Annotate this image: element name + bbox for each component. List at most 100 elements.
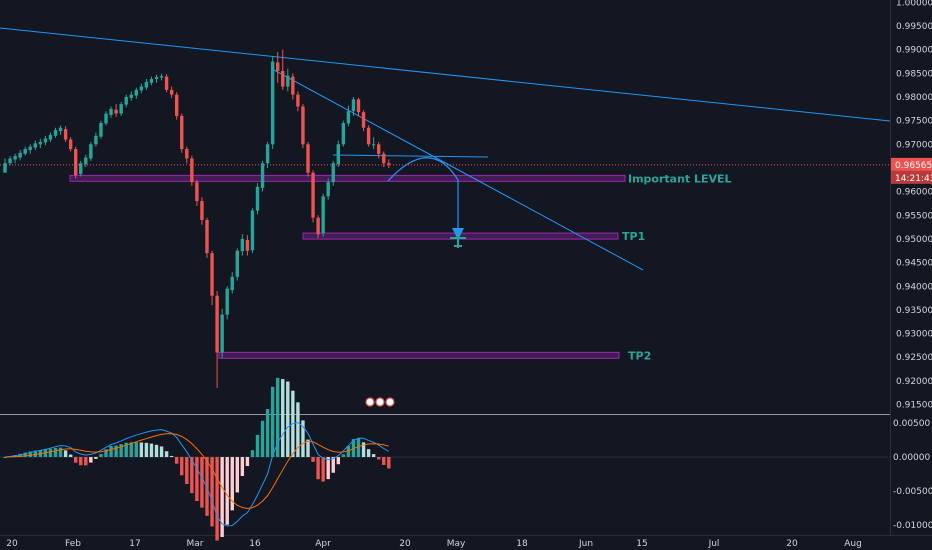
candle-body [281,70,285,87]
price-tick-label: 0.99500 [896,22,932,32]
candle-body [159,76,164,78]
candle-body [104,113,108,124]
macd-histogram-bar [185,457,189,485]
macd-histogram-bar [265,409,270,458]
price-tick-label: 1.00000 [896,0,932,8]
zone-3-label: TP2 [628,349,651,362]
candle-body [215,295,219,353]
price-tick-label: 0.93000 [896,330,932,340]
price-tick-label: 0.94000 [896,282,932,292]
candle-body [260,163,265,188]
current-price-badge [891,157,932,171]
macd-histogram-bar [205,457,209,516]
macd-histogram-bar [129,442,133,458]
zone-2-label: TP1 [622,230,645,243]
time-tick-label: Feb [65,539,81,549]
macd-histogram-bar [139,442,144,458]
candle-body [331,163,335,183]
macd-histogram-bar [180,457,184,476]
candle-body [89,144,93,159]
candle-body [321,196,325,234]
candle-body [210,253,214,296]
macd-histogram-bar [215,457,219,541]
macd-histogram-bar [361,442,366,458]
candle-body [250,210,255,251]
macd-histogram-bar [74,457,78,463]
candle-body [23,149,27,154]
price-tick-label: 0.97000 [896,140,932,150]
drawings-layer: Important LEVEL TP1 TP2 [0,27,891,407]
macd-histogram-bar [296,402,300,458]
price-tick-label: 0.95000 [896,235,932,245]
macd-layer [0,377,890,541]
time-tick-label: Mar [187,539,204,549]
candle-body [109,108,113,115]
macd-histogram-bar [387,457,391,469]
macd-histogram-bar [270,386,275,458]
candle-body [3,163,7,173]
candle-body [361,112,366,128]
candle-body [316,217,320,235]
candle-body [230,276,234,291]
candle-body [377,144,381,154]
macd-histogram-bar [159,446,164,458]
target-marker-icon [450,232,466,248]
candle-body [48,134,53,140]
candle-body [326,182,330,197]
time-tick-label: 20 [6,539,18,549]
candle-body [18,152,22,158]
macd-histogram-bar [63,450,68,458]
candle-body [291,76,295,95]
macd-histogram-bar [149,443,154,458]
macd-histogram-bar [235,457,239,493]
time-tick-label: 16 [249,539,261,549]
macd-histogram-bar [124,442,128,458]
candle-body [68,139,73,150]
macd-histogram-bar [286,381,290,458]
price-tick-label: 0.97500 [896,117,932,127]
macd-histogram-bar [195,457,199,502]
zone-3-box [218,351,620,359]
candle-body [94,135,98,145]
projection-curve [387,157,459,230]
candle-body [124,96,128,105]
candle-body [190,158,194,183]
macd-histogram-bar [190,457,194,494]
time-tick-label: Aug [844,539,862,549]
macd-histogram-bar [281,379,285,458]
macd-histogram-bar [109,445,113,458]
candle-body [351,99,356,112]
macd-histogram-bar [346,445,351,458]
macd-histogram-bar [28,451,32,458]
macd-histogram-bar [250,450,255,458]
candle-body [139,86,144,91]
price-tick-label: 0.94500 [896,259,932,269]
macd-histogram-bar [306,439,310,458]
time-tick-label: 20 [399,539,411,549]
macd-tick-label: -0.00500 [893,487,932,497]
candle-body [119,104,123,114]
candle-body [43,138,48,143]
macd-histogram-bar [321,457,325,482]
candle-body [154,77,159,80]
macd-histogram-bar [276,377,280,458]
candle-body [270,61,275,145]
candle-body [200,201,204,221]
candle-body [99,123,103,137]
candle-body [366,127,371,145]
horizontal-ray [332,154,489,158]
macd-histogram-bar [245,457,250,467]
time-tick-label: 15 [636,539,647,549]
candle-body [276,62,280,71]
macd-histogram-bar [336,457,340,465]
macd-histogram-bar [356,438,361,458]
time-tick-label: 17 [129,539,140,549]
macd-tick-label: -0.01000 [893,521,932,531]
macd-histogram-bar [23,452,27,458]
zone-1-box [69,174,626,182]
candle-body [38,141,43,145]
price-tick-label: 0.98500 [896,69,932,79]
macd-histogram-bar [230,457,234,511]
